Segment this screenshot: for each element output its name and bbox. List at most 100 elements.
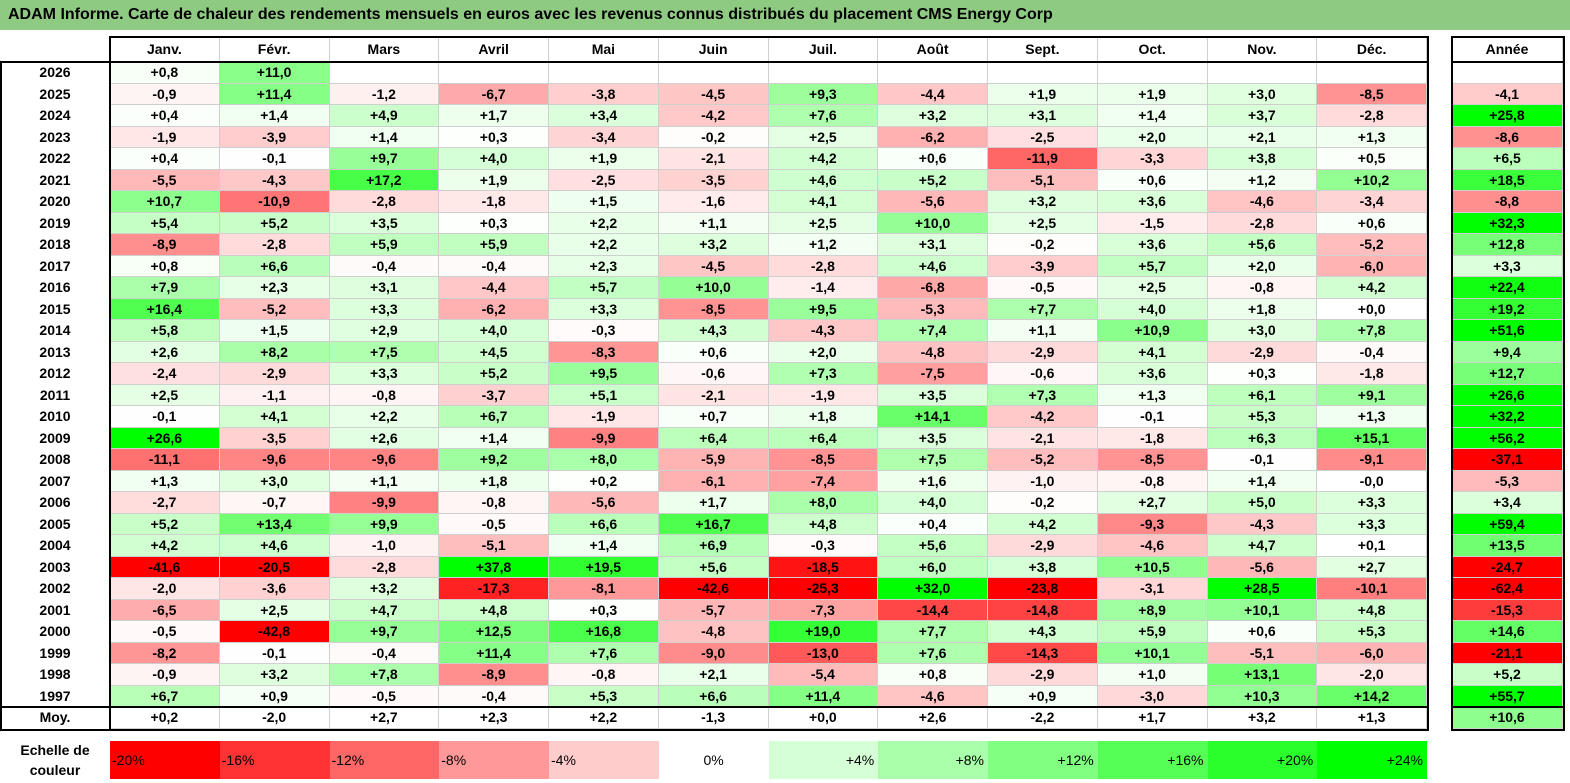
month-header: Sept.	[988, 37, 1098, 62]
heatmap-cell: -2,8	[768, 255, 879, 277]
heatmap-cell: -2,1	[658, 148, 769, 170]
heatmap-cell: -2,7	[110, 492, 220, 514]
heatmap-cell: -2,9	[988, 341, 1098, 363]
heatmap-cell: +4,3	[658, 320, 769, 342]
heatmap-cell: -11,9	[988, 148, 1098, 170]
heatmap-cell: +1,4	[1097, 105, 1208, 127]
annual-cell: +12,8	[1452, 234, 1563, 256]
heatmap-cell: +3,0	[1207, 83, 1318, 105]
heatmap-cell: -0,5	[439, 513, 549, 535]
annual-cell: +25,8	[1452, 105, 1563, 127]
heatmap-cell: +5,3	[1207, 406, 1318, 428]
heatmap-cell: +1,4	[439, 427, 549, 449]
heatmap-cell: +5,0	[1207, 492, 1318, 514]
heatmap-cell: -2,8	[219, 234, 330, 256]
heatmap-cell: -2,9	[219, 363, 330, 385]
heatmap-cell: +4,3	[988, 621, 1098, 643]
heatmap-cell: +3,0	[1207, 320, 1318, 342]
heatmap-cell: +0,7	[658, 406, 769, 428]
heatmap-cell: +2,7	[1317, 556, 1427, 578]
heatmap-cell: -4,2	[988, 406, 1098, 428]
heatmap-cell: -0,5	[110, 621, 220, 643]
heatmap-cell: +0,1	[1317, 535, 1427, 557]
heatmap-cell: +13,1	[1207, 664, 1318, 686]
heatmap-cell: +4,0	[439, 320, 549, 342]
heatmap-cell: +3,5	[878, 427, 988, 449]
heatmap-cell: +2,6	[329, 427, 440, 449]
heatmap-cell: +3,4	[549, 105, 659, 127]
heatmap-cell: +1,3	[1317, 406, 1427, 428]
annual-cell: -62,4	[1452, 578, 1563, 600]
color-scale-swatch: -12%	[329, 741, 440, 779]
heatmap-cell: +1,3	[110, 470, 220, 492]
heatmap-cell: -0,9	[110, 83, 220, 105]
heatmap-cell: -0,5	[329, 685, 440, 707]
heatmap-cell: -4,8	[658, 621, 769, 643]
heatmap-cell: +2,2	[549, 212, 659, 234]
heatmap-cell: +0,6	[658, 341, 769, 363]
heatmap-cell: -14,8	[988, 599, 1098, 621]
heatmap-cell: +2,6	[110, 341, 220, 363]
annual-cell: -4,1	[1452, 83, 1563, 105]
heatmap-cell: -0,1	[110, 406, 220, 428]
year-label: 2002	[39, 580, 71, 596]
average-cell: +2,6	[878, 707, 988, 729]
heatmap-cell: +5,3	[549, 685, 659, 707]
heatmap-cell: -2,5	[549, 169, 659, 191]
year-label: 2013	[39, 343, 71, 360]
heatmap-cell: -9,9	[329, 492, 440, 514]
heatmap-cell: -0,4	[439, 255, 549, 277]
annual-cell: +9,4	[1452, 341, 1563, 363]
heatmap-cell: +9,7	[329, 621, 440, 643]
heatmap-cell: -5,3	[878, 298, 988, 320]
heatmap-cell: +1,4	[549, 535, 659, 557]
year-label: 2022	[39, 150, 71, 166]
annual-cell: +14,6	[1452, 621, 1563, 643]
annual-cell: +22,4	[1452, 277, 1563, 299]
heatmap-cell: -3,5	[219, 427, 330, 449]
heatmap-cell: +10,5	[1097, 556, 1208, 578]
year-label: 1999	[39, 644, 71, 661]
heatmap-cell: -0,1	[219, 148, 330, 170]
heatmap-cell: -0,7	[219, 492, 330, 514]
heatmap-cell: -3,7	[439, 384, 549, 406]
heatmap-cell: +2,5	[988, 212, 1098, 234]
year-label: 2018	[39, 236, 71, 252]
heatmap-cell: +4,2	[768, 148, 879, 170]
heatmap-cell: -1,2	[329, 83, 440, 105]
heatmap-cell: +3,0	[219, 470, 330, 492]
average-cell: +0,0	[768, 707, 879, 729]
heatmap-cell: +2,0	[1097, 126, 1208, 148]
heatmap-cell: +3,3	[329, 363, 440, 385]
heatmap-cell: +3,5	[329, 212, 440, 234]
heatmap-cell: -2,8	[329, 191, 440, 213]
heatmap-cell: -9,9	[549, 427, 659, 449]
heatmap-cell: -3,6	[219, 578, 330, 600]
heatmap-cell: -0,3	[768, 535, 879, 557]
heatmap-cell: +2,9	[329, 320, 440, 342]
heatmap-cell: +1,7	[658, 492, 769, 514]
heatmap-cell: +2,0	[768, 341, 879, 363]
heatmap-cell: +5,8	[110, 320, 220, 342]
heatmap-cell: -4,6	[1207, 191, 1318, 213]
heatmap-cell: +6,4	[768, 427, 879, 449]
heatmap-cell: +3,6	[1097, 234, 1208, 256]
month-header: Janv.	[110, 37, 220, 62]
month-header: Nov.	[1208, 37, 1318, 62]
heatmap-cell: -8,3	[549, 341, 659, 363]
year-label: 2003	[39, 558, 71, 575]
heatmap-cell: -7,3	[768, 599, 879, 621]
heatmap-cell: +0,3	[439, 126, 549, 148]
heatmap-cell: +1,2	[768, 234, 879, 256]
heatmap-cell: -5,1	[988, 169, 1098, 191]
heatmap-cell: +16,8	[549, 621, 659, 643]
heatmap-cell: -5,7	[658, 599, 769, 621]
color-scale-swatch: +24%	[1317, 741, 1427, 779]
heatmap-cell: +2,7	[1097, 492, 1208, 514]
annual-cell: +32,3	[1452, 212, 1563, 234]
heatmap-cell: +7,5	[329, 341, 440, 363]
heatmap-cell: +11,0	[219, 62, 330, 84]
heatmap-cell: +7,3	[768, 363, 879, 385]
heatmap-cell: +5,4	[110, 212, 220, 234]
heatmap-cell: -0,5	[988, 277, 1098, 299]
